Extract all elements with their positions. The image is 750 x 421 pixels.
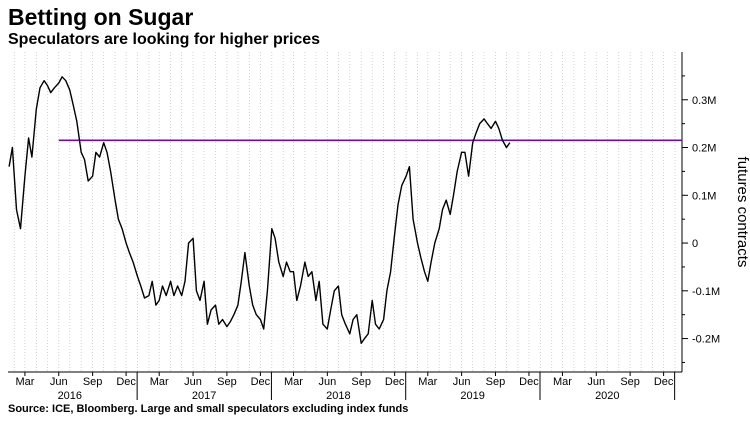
- x-month-label: Dec: [385, 376, 405, 388]
- x-month-label: Dec: [654, 376, 674, 388]
- chart-title: Betting on Sugar: [8, 4, 194, 30]
- speculator-positions-line: [8, 76, 511, 344]
- x-month-label: Sep: [620, 376, 640, 388]
- chart-subtitle: Speculators are looking for higher price…: [8, 31, 321, 48]
- x-month-label: Dec: [116, 376, 136, 388]
- x-month-label: Sep: [351, 376, 371, 388]
- x-year-label: 2018: [326, 390, 350, 402]
- x-year-label: 2019: [460, 390, 484, 402]
- y-axis-title: futures contracts: [734, 157, 750, 268]
- x-month-label: Jun: [587, 376, 605, 388]
- x-month-label: Mar: [553, 376, 572, 388]
- y-tick-label: -0.1M: [692, 286, 720, 298]
- y-tick-label: 0: [692, 238, 698, 250]
- x-month-label: Mar: [150, 376, 169, 388]
- x-month-label: Jun: [453, 376, 471, 388]
- y-tick-label: 0.3M: [692, 95, 716, 107]
- source-note: Source: ICE, Bloomberg. Large and small …: [8, 403, 409, 415]
- x-month-label: Mar: [284, 376, 303, 388]
- y-tick-label: -0.2M: [692, 334, 720, 346]
- x-month-label: Jun: [184, 376, 202, 388]
- x-year-label: 2017: [192, 390, 216, 402]
- x-year-label: 2016: [58, 390, 82, 402]
- x-month-label: Mar: [418, 376, 437, 388]
- y-tick-label: 0.2M: [692, 143, 716, 155]
- y-tick-label: 0.1M: [692, 190, 716, 202]
- x-month-label: Sep: [217, 376, 237, 388]
- x-month-label: Jun: [50, 376, 68, 388]
- x-month-label: Mar: [15, 376, 34, 388]
- x-year-label: 2020: [595, 390, 619, 402]
- x-month-label: Jun: [318, 376, 336, 388]
- x-month-label: Sep: [83, 376, 103, 388]
- x-month-label: Dec: [251, 376, 271, 388]
- x-month-label: Sep: [486, 376, 506, 388]
- x-month-label: Dec: [519, 376, 539, 388]
